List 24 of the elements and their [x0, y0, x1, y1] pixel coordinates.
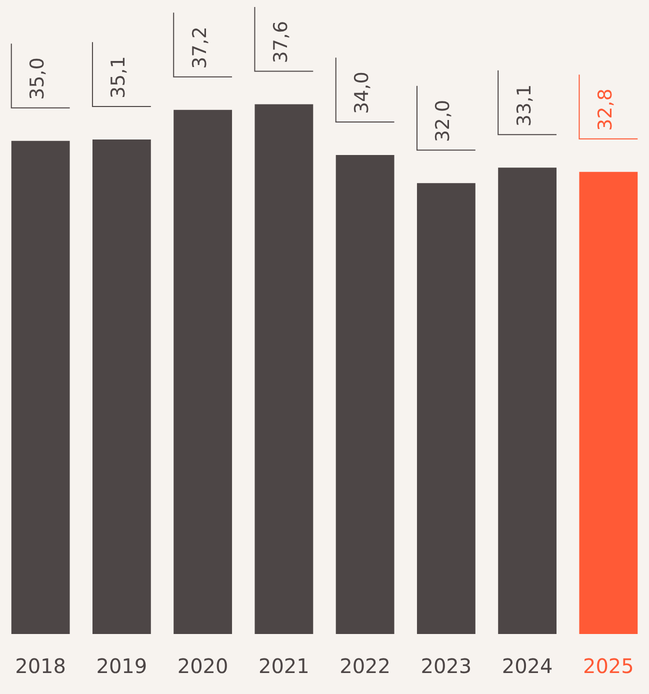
bar: [11, 140, 70, 634]
bar: [92, 139, 151, 634]
x-tick-label: 2024: [502, 654, 553, 678]
data-label: 35,1: [108, 56, 130, 98]
x-tick-label: 2025: [582, 654, 634, 678]
bar: [254, 104, 314, 634]
x-tick-label: 2023: [420, 654, 472, 678]
data-label: 37,6: [270, 20, 292, 64]
data-label: 33,1: [513, 84, 536, 127]
x-tick-label: 2022: [340, 654, 391, 678]
data-label: 32,0: [432, 100, 454, 142]
x-tick-label: 2018: [15, 654, 66, 678]
data-label: 34,0: [351, 72, 373, 114]
bar: [174, 110, 232, 634]
bar: [416, 183, 476, 634]
x-tick-label: 2021: [258, 654, 310, 678]
data-label: 32,8: [594, 88, 616, 131]
data-label: 35,0: [26, 58, 48, 100]
x-tick-label: 2020: [177, 654, 228, 678]
bar: [336, 154, 394, 634]
bar: [579, 172, 638, 634]
bar: [498, 168, 557, 634]
x-tick-label: 2019: [96, 654, 148, 678]
data-label: 37,2: [188, 26, 211, 69]
